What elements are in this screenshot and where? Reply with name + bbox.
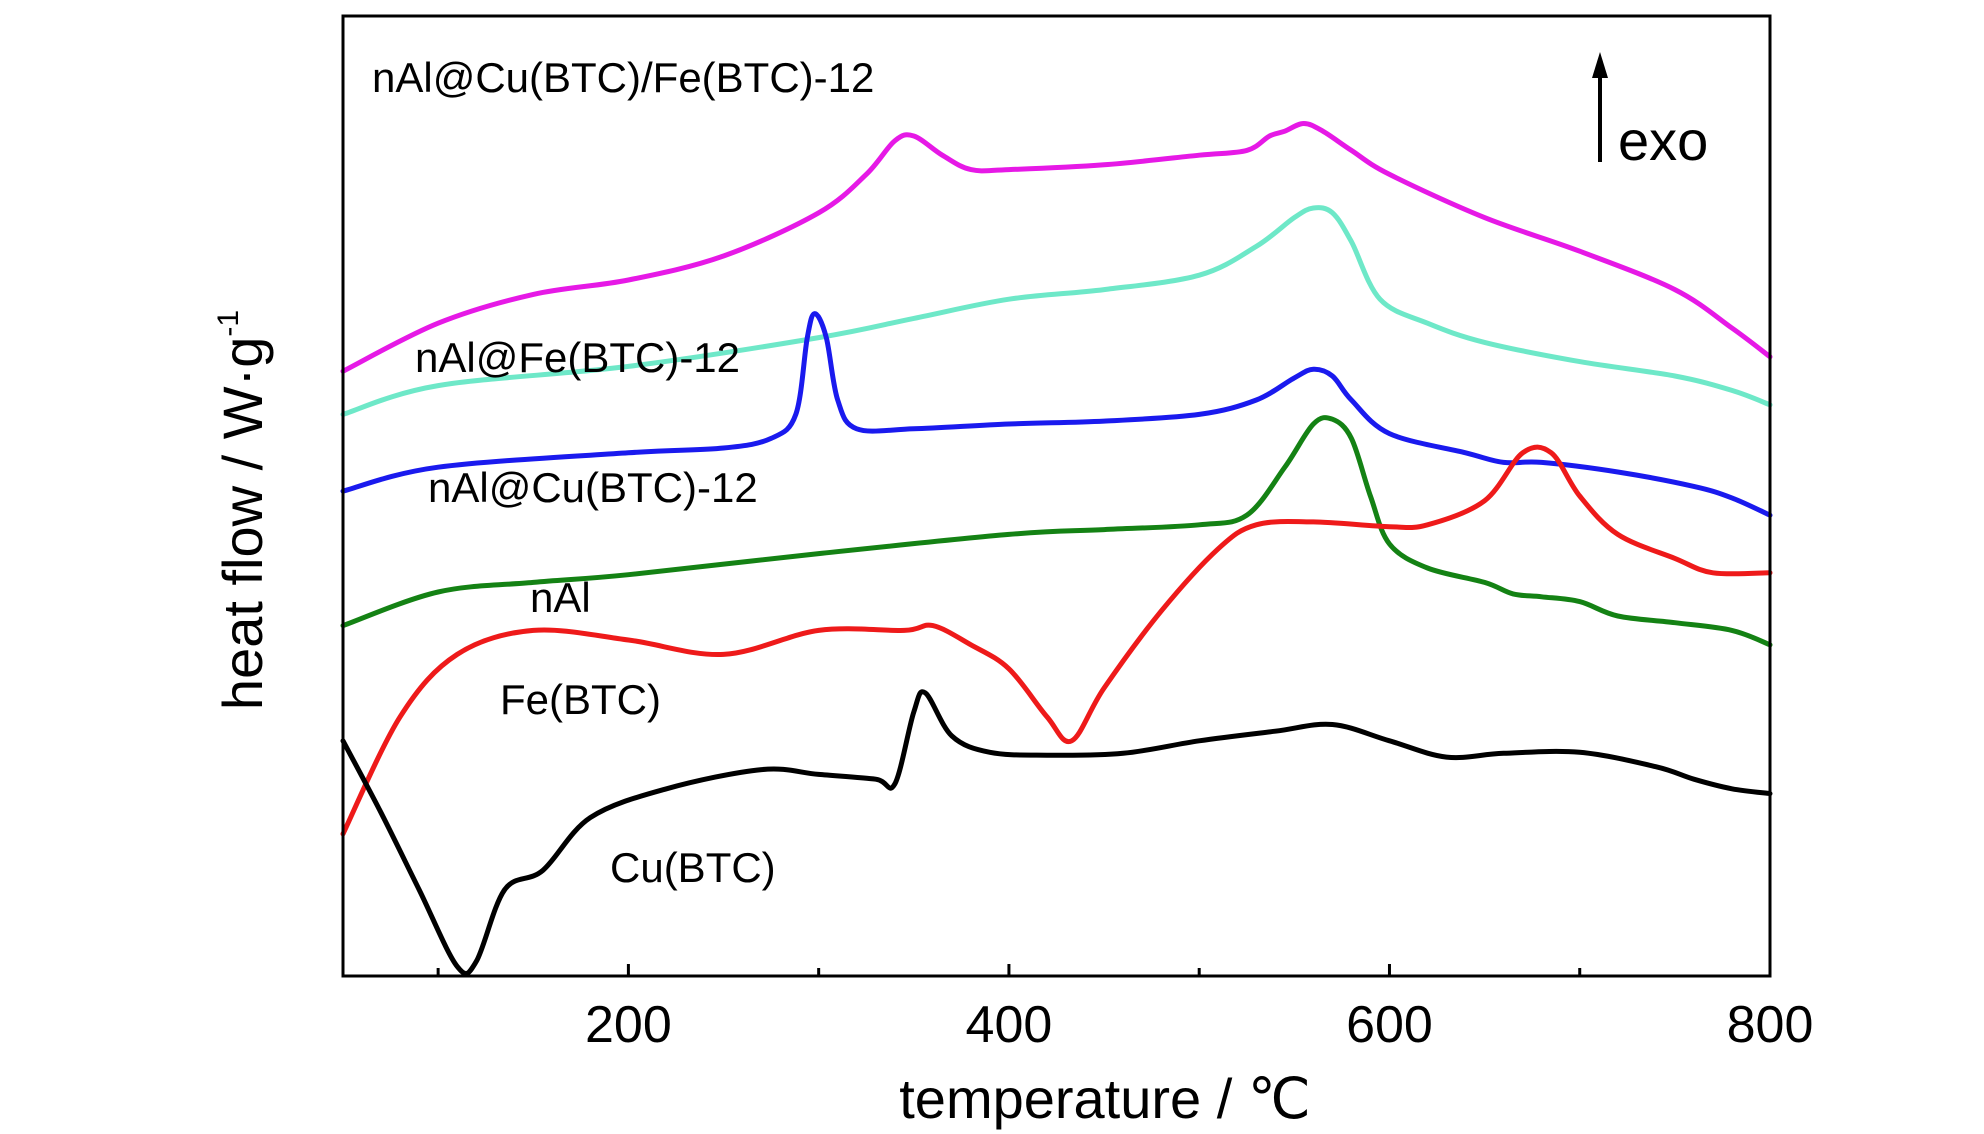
label-nal-cubtc-febtc-12: nAl@Cu(BTC)/Fe(BTC)-12 <box>372 54 874 101</box>
label-nal-febtc-12: nAl@Fe(BTC)-12 <box>415 334 740 381</box>
series-line-1 <box>340 121 1773 374</box>
label-cubtc: Cu(BTC) <box>610 844 776 891</box>
plot-frame <box>341 14 1772 978</box>
series-line-5 <box>340 444 1773 837</box>
series-line-6 <box>340 689 1773 977</box>
x-tick-label: 600 <box>1346 996 1433 1054</box>
x-tick-label: 800 <box>1727 996 1814 1054</box>
exo-label: exo <box>1618 109 1708 172</box>
y-axis-title-group: heat flow / W·g-1 <box>211 310 274 710</box>
label-nal: nAl <box>530 574 591 621</box>
label-nal-cubtc-12: nAl@Cu(BTC)-12 <box>428 464 758 511</box>
exo-arrowhead-icon <box>1592 52 1608 78</box>
series-line-4 <box>340 415 1773 648</box>
y-axis-title-main: heat flow / W·g <box>211 337 274 710</box>
exo-annotation: exo <box>1592 52 1708 172</box>
x-tick-label: 400 <box>966 996 1053 1054</box>
x-axis-title: temperature / ℃ <box>899 1067 1311 1130</box>
curves-layer <box>340 121 1773 977</box>
x-axis-ticks: 200 400 600 800 <box>436 964 1814 1054</box>
y-axis-title: heat flow / W·g-1 <box>211 310 274 710</box>
x-tick-label: 200 <box>585 996 672 1054</box>
y-axis-title-superscript: -1 <box>212 310 245 337</box>
series-line-2 <box>340 205 1773 417</box>
label-febtc: Fe(BTC) <box>500 676 661 723</box>
